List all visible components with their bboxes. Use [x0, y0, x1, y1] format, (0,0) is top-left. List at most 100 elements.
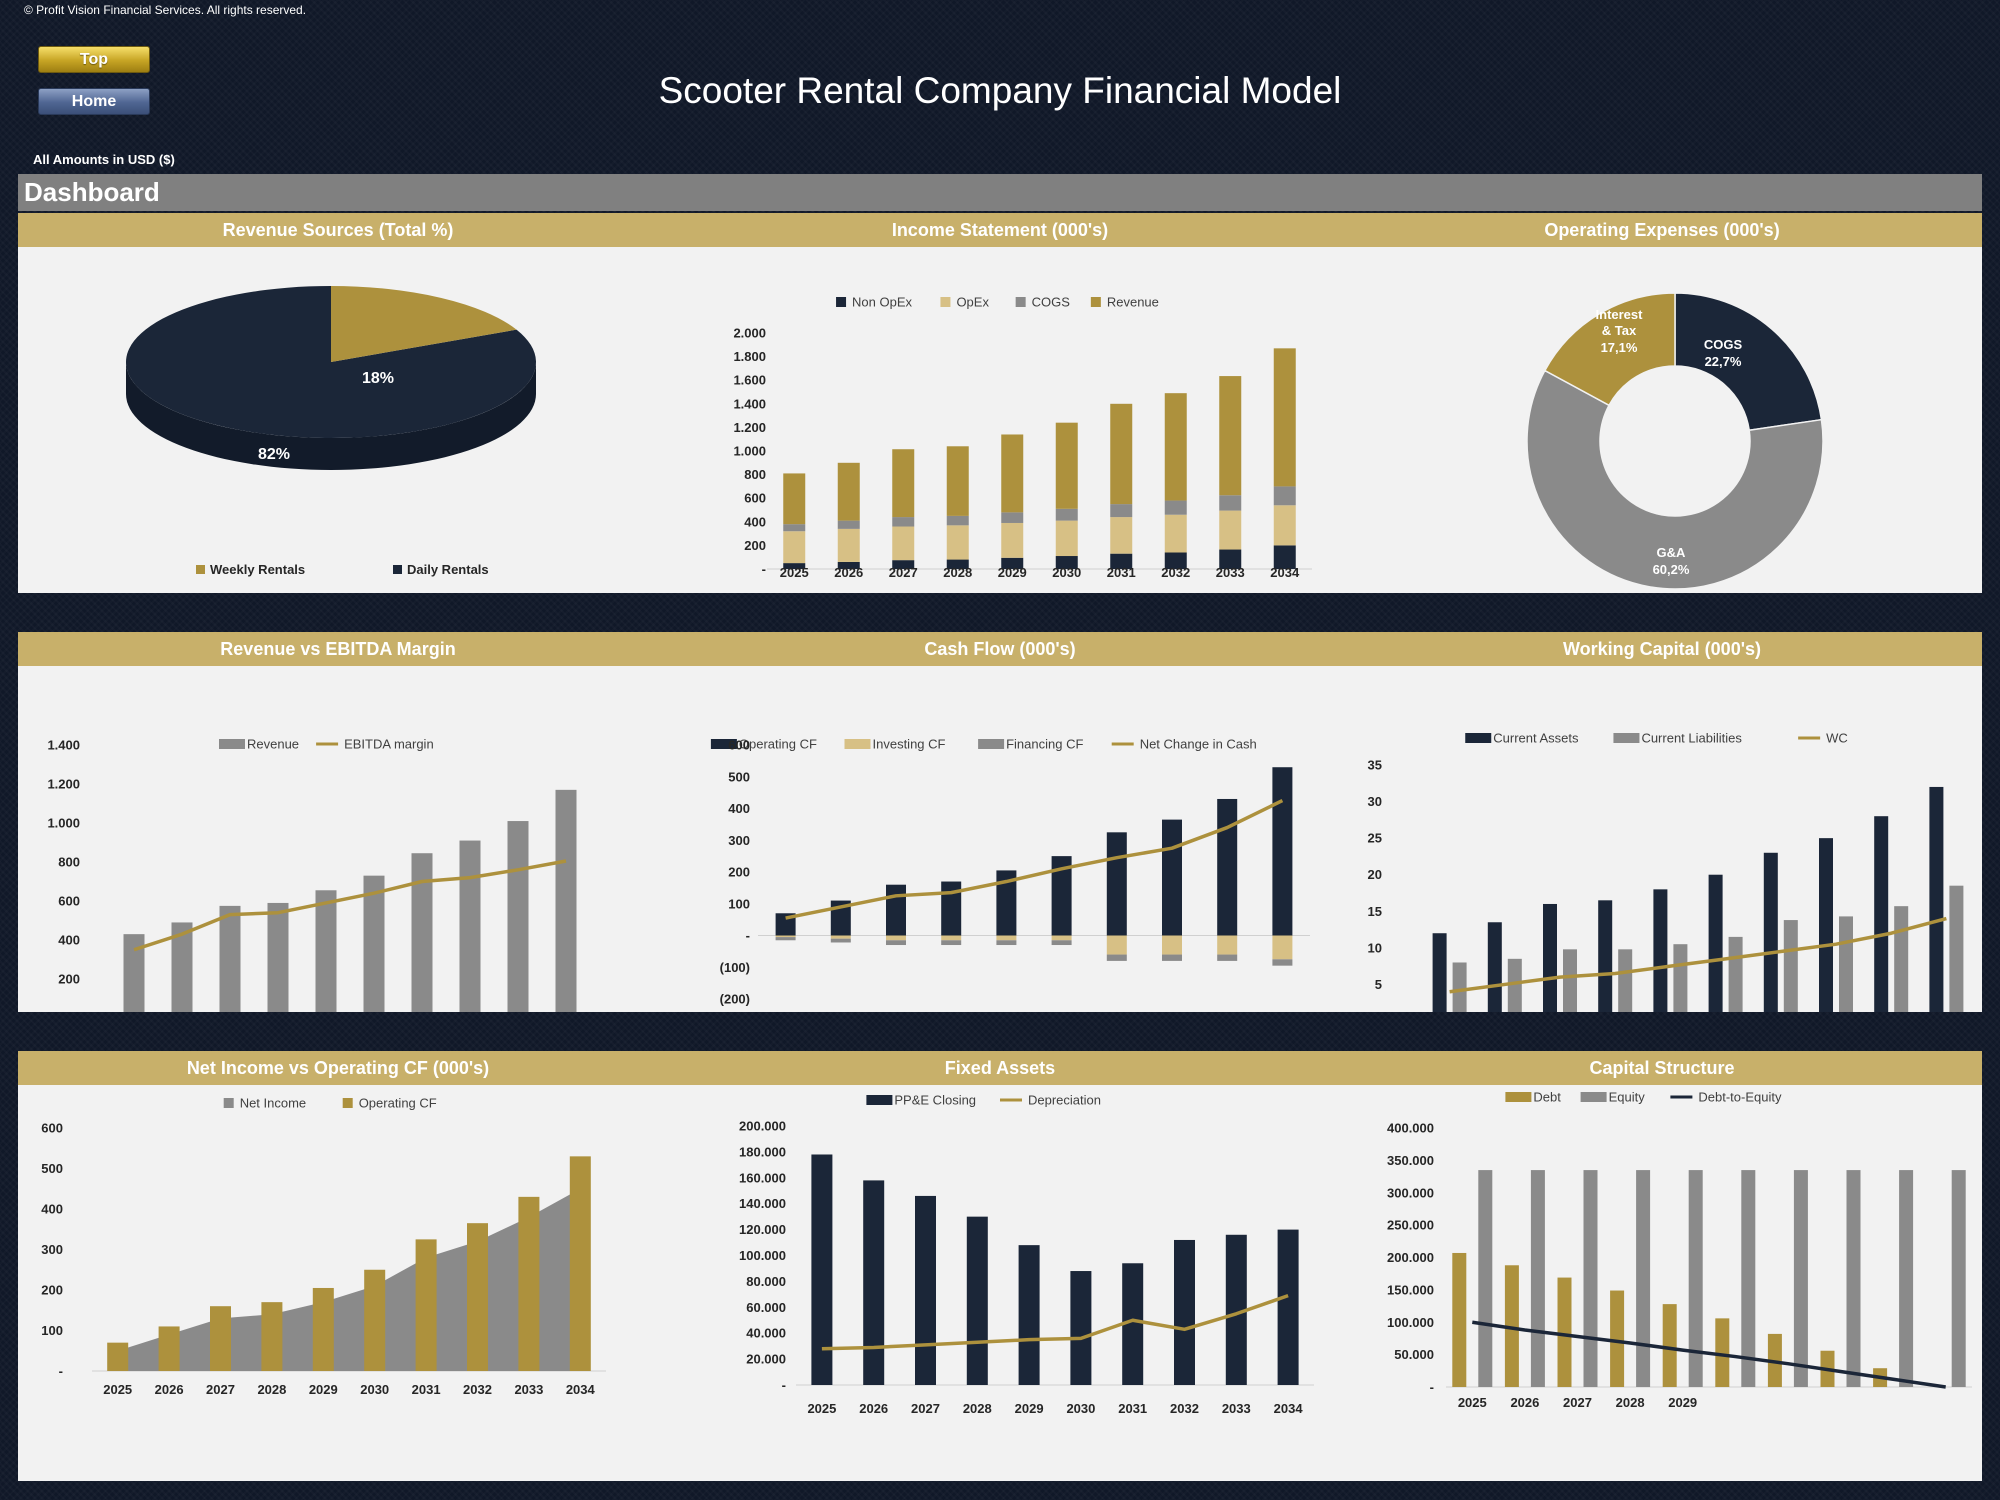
working-capital-bar-current-assets [1874, 816, 1889, 1021]
net-income-vs-ocf-bar-operating-cf [261, 1302, 283, 1371]
cash-flow-bar-operating-cf [1051, 856, 1072, 936]
working-capital-y-tick: 30 [1368, 794, 1382, 809]
capital-structure-bar-equity [1583, 1170, 1598, 1387]
income-statement-bar-non-opex [892, 560, 915, 569]
income-statement-bar-non-opex [1055, 556, 1078, 569]
capital-structure-bar-equity [1741, 1170, 1756, 1387]
income-statement-bar-revenue [837, 462, 860, 521]
income-statement-y-tick: 2.000 [733, 326, 766, 341]
income-statement-y-tick: 1.600 [733, 373, 766, 388]
income-statement-y-tick: 800 [744, 467, 766, 482]
income-statement-bar-cogs [1219, 495, 1242, 511]
capital-structure-svg: Debt Equity Debt-to-Equity - 50.000 100.000 15… [1387, 1090, 1972, 1410]
income-statement-bar-revenue [1219, 376, 1242, 496]
income-statement-bar-revenue [946, 446, 969, 516]
capital-structure-bar-equity [1793, 1170, 1808, 1387]
working-capital-legend-label-wc: WC [1826, 731, 1848, 746]
operating-expenses-label-value-g-a: 60,2% [1653, 562, 1690, 577]
fixed-assets-y-tick: 180.000 [739, 1144, 786, 1159]
capital-structure-x-tick: 2027 [1563, 1395, 1592, 1410]
capital-structure-x-tick: 2029 [1668, 1395, 1697, 1410]
fixed-assets-y-tick: 20.000 [746, 1352, 786, 1367]
working-capital-y-tick: 20 [1368, 867, 1382, 882]
net-income-vs-ocf-x-tick: 2030 [360, 1382, 389, 1397]
income-statement-bar-revenue [1273, 348, 1296, 487]
cash-flow-bar-investing-cf [1217, 935, 1238, 955]
working-capital-bar-current-liabilities [1452, 962, 1467, 1021]
revenue-vs-ebitda-bar-revenue [219, 905, 241, 1018]
capital-structure-y-tick: 350.000 [1387, 1153, 1434, 1168]
fixed-assets-title: Fixed Assets [944, 1058, 1056, 1078]
working-capital-bar-current-assets [1708, 874, 1723, 1021]
home-button[interactable]: Home [38, 88, 150, 115]
working-capital-bar-current-assets [1929, 786, 1944, 1021]
cash-flow-bar-operating-cf [1217, 798, 1238, 936]
net-income-vs-ocf-area-net-income [117, 1188, 581, 1371]
income-statement-bar-cogs [946, 515, 969, 526]
working-capital-title: Working Capital (000's) [1563, 639, 1761, 659]
revenue-sources-svg: 18% 82% Weekly Rentals Daily Rentals [125, 286, 536, 577]
capital-structure-bar-equity [1951, 1170, 1966, 1387]
cash-flow-legend-swatch-financing-cf [978, 739, 1005, 749]
capital-structure-title: Capital Structure [1589, 1058, 1735, 1078]
capital-structure-bar-equity [1846, 1170, 1861, 1387]
cash-flow-bar-operating-cf [996, 870, 1017, 936]
cash-flow-bar-investing-cf [830, 935, 851, 939]
amounts-note: All Amounts in USD ($) [33, 152, 175, 167]
net-income-vs-ocf-bar-operating-cf [107, 1342, 129, 1371]
cash-flow-legend-label-net-change-in-cash: Net Change in Cash [1140, 737, 1257, 752]
income-statement-bar-cogs [1055, 508, 1078, 521]
cash-flow-y-tick: 500 [728, 769, 750, 784]
fixed-assets-x-tick: 2027 [911, 1401, 940, 1416]
income-statement-x-tick: 2034 [1270, 565, 1300, 580]
net-income-vs-ocf-bar-operating-cf [569, 1156, 591, 1371]
income-statement-bar-cogs [1164, 500, 1187, 515]
fixed-assets-line-depreciation [821, 1293, 1289, 1351]
revenue-vs-ebitda-y-tick: 1.200 [47, 777, 80, 792]
cash-flow-y-tick: - [746, 928, 750, 943]
net-income-vs-ocf-x-tick: 2027 [206, 1382, 235, 1397]
operating-expenses-label-value-cogs: 22,7% [1705, 354, 1742, 369]
cash-flow-bar-financing-cf [1217, 954, 1238, 961]
cash-flow-bar-financing-cf [996, 940, 1017, 946]
working-capital-bar-current-liabilities [1563, 949, 1577, 1021]
capital-structure-y-tick: 150.000 [1387, 1282, 1434, 1297]
operating-expenses-title: Operating Expenses (000's) [1544, 220, 1780, 240]
revenue-vs-ebitda-y-tick: - [76, 1011, 80, 1013]
fixed-assets-bar-pp-e-closing [966, 1216, 988, 1385]
working-capital-bar-current-liabilities [1728, 936, 1743, 1021]
cash-flow-bar-financing-cf [1051, 940, 1072, 946]
capital-structure-bar-debt [1504, 1265, 1519, 1387]
fixed-assets-legend-label-depreciation: Depreciation [1028, 1093, 1101, 1108]
working-capital-bar-current-assets [1819, 838, 1833, 1021]
cash-flow-y-tick: 600 [728, 738, 750, 753]
income-statement-bar-cogs [892, 517, 915, 527]
income-statement-x-tick: 2026 [834, 565, 863, 580]
net-income-vs-ocf-y-tick: 300 [41, 1242, 63, 1257]
revenue-vs-ebitda-bar-revenue [411, 853, 433, 1018]
income-statement-bar-opex [946, 525, 969, 560]
fixed-assets-bar-pp-e-closing [863, 1180, 885, 1385]
fixed-assets-bar-pp-e-closing [1122, 1263, 1144, 1385]
operating-expenses-label-name-tax: & Tax [1602, 323, 1637, 338]
top-button[interactable]: Top [38, 46, 150, 73]
capital-structure-y-tick: 50.000 [1394, 1347, 1434, 1362]
fixed-assets-chart: PP&E Closing Depreciation - 20.000 40.000 60.… [680, 1085, 1320, 1431]
dashboard-row-1: Revenue Sources (Total %) Income Stateme… [18, 213, 1982, 593]
working-capital-bar-current-liabilities [1839, 916, 1853, 1021]
net-income-vs-ocf-svg: Net Income Operating CF - 100 200 300 400 500 60… [41, 1096, 606, 1397]
income-statement-bar-cogs [1110, 504, 1133, 518]
dashboard-section-bar: Dashboard [18, 174, 1982, 211]
cash-flow-bar-operating-cf [886, 884, 906, 936]
cash-flow-y-tick: 200 [728, 865, 750, 880]
cash-flow-bar-investing-cf [996, 935, 1017, 941]
revenue-vs-ebitda-y-tick: 800 [58, 855, 80, 870]
cash-flow-legend-swatch-operating-cf [710, 739, 737, 749]
net-income-vs-ocf-title: Net Income vs Operating CF (000's) [186, 1058, 490, 1078]
fixed-assets-bar-pp-e-closing [1174, 1239, 1195, 1385]
income-statement-bar-opex [1055, 520, 1078, 557]
fixed-assets-x-tick: 2031 [1118, 1401, 1147, 1416]
revenue-sources-slice-weekly-rentals [331, 286, 517, 362]
panel-header-row-2 [18, 632, 1982, 666]
cash-flow-chart: Operating CF Investing CF Financing CF Net … [680, 666, 1320, 1058]
